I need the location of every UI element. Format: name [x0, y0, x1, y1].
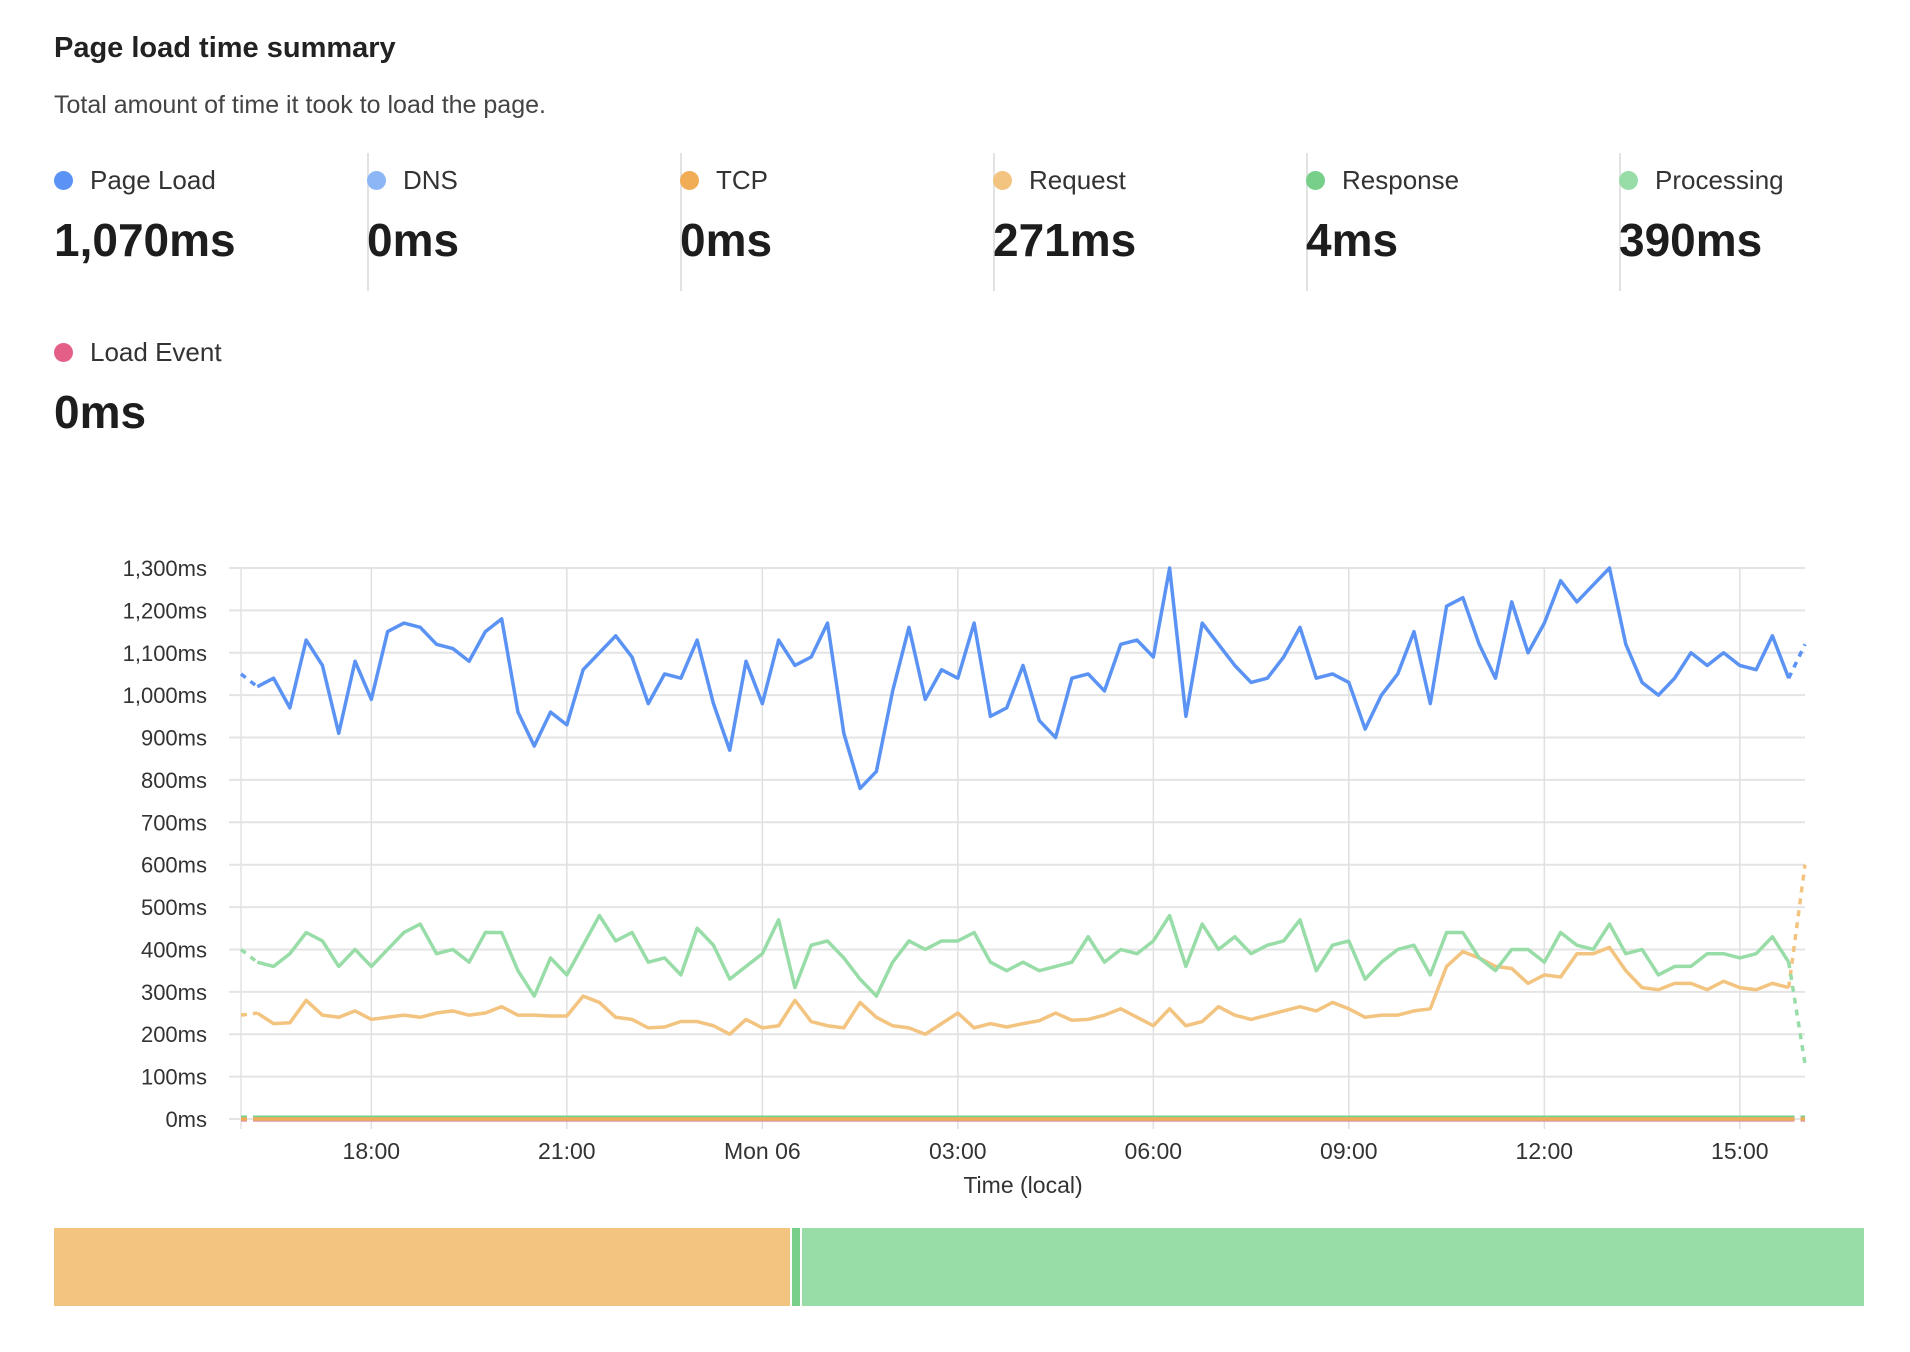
breakdown-segment-processing[interactable] — [802, 1228, 1864, 1306]
y-tick-label: 100ms — [141, 1065, 207, 1090]
y-tick-label: 600ms — [141, 853, 207, 878]
series-line-page-load — [256, 566, 1791, 791]
stat-label: Request — [993, 165, 1126, 196]
series-line-processing — [256, 913, 1791, 998]
x-axis-label: Time (local) — [963, 1172, 1082, 1198]
x-tick-label: 15:00 — [1711, 1138, 1769, 1164]
breakdown-segment-response[interactable] — [791, 1228, 801, 1306]
legend-dot-icon — [54, 343, 73, 362]
stat-label-text: DNS — [403, 165, 458, 195]
legend-dot-icon — [54, 171, 73, 190]
y-tick-label: 0ms — [165, 1107, 207, 1132]
x-tick-label: 09:00 — [1320, 1138, 1378, 1164]
stat-processing: Processing 390ms — [1619, 153, 1910, 291]
stat-label-text: Response — [1342, 165, 1460, 195]
stat-tcp: TCP 0ms — [680, 153, 995, 291]
legend-dot-icon — [1306, 171, 1325, 190]
stat-label: Page Load — [54, 165, 216, 196]
y-tick-label: 900ms — [141, 726, 207, 751]
x-tick-label: 21:00 — [538, 1138, 596, 1164]
stat-value: 0ms — [367, 214, 460, 266]
stat-label-text: Processing — [1655, 165, 1784, 195]
stat-load-event: Load Event 0ms — [54, 325, 367, 463]
stat-label: Load Event — [54, 337, 222, 368]
y-tick-label: 1,200ms — [123, 598, 207, 623]
y-tick-label: 1,300ms — [123, 556, 207, 581]
stat-label: Response — [1306, 165, 1459, 196]
page-subtitle: Total amount of time it took to load the… — [54, 91, 546, 119]
legend-dot-icon — [1619, 171, 1638, 190]
y-tick-label: 1,100ms — [123, 641, 207, 666]
y-tick-label: 800ms — [141, 768, 207, 793]
series-line-end-dashed — [1787, 643, 1807, 679]
series-line-end-dashed — [1786, 864, 1807, 988]
series-line-request — [256, 945, 1790, 1036]
stat-label-text: Request — [1029, 165, 1126, 195]
stat-value: 0ms — [680, 214, 773, 266]
y-tick-label: 300ms — [141, 980, 207, 1005]
stat-label-text: Load Event — [90, 337, 222, 367]
stat-value: 0ms — [54, 386, 147, 438]
legend-dot-icon — [367, 171, 386, 190]
stat-label: TCP — [680, 165, 768, 196]
stat-dns: DNS 0ms — [367, 153, 682, 291]
x-tick-label: 18:00 — [343, 1138, 401, 1164]
y-tick-label: 500ms — [141, 895, 207, 920]
series-line-start-dashed — [240, 1011, 258, 1017]
legend-dot-icon — [680, 171, 699, 190]
stat-request: Request 271ms — [993, 153, 1308, 291]
stat-page-load: Page Load 1,070ms — [54, 153, 369, 291]
x-tick-label: 03:00 — [929, 1138, 987, 1164]
x-tick-label: 06:00 — [1125, 1138, 1183, 1164]
stat-response: Response 4ms — [1306, 153, 1621, 291]
y-tick-label: 1,000ms — [123, 683, 207, 708]
series-line-start-dashed — [239, 672, 259, 689]
stat-label: Processing — [1619, 165, 1784, 196]
y-tick-label: 200ms — [141, 1022, 207, 1047]
stat-value: 1,070ms — [54, 214, 236, 266]
stat-value: 271ms — [993, 214, 1137, 266]
stat-label-text: Page Load — [90, 165, 216, 195]
y-tick-label: 400ms — [141, 937, 207, 962]
stat-label: DNS — [367, 165, 458, 196]
breakdown-segment-request[interactable] — [54, 1228, 790, 1306]
y-tick-label: 700ms — [141, 810, 207, 835]
series-line-end-dashed — [1786, 961, 1807, 1065]
series-line-start-dashed — [239, 948, 259, 964]
page-title: Page load time summary — [54, 32, 396, 64]
legend-dot-icon — [993, 171, 1012, 190]
stat-value: 4ms — [1306, 214, 1399, 266]
stat-label-text: TCP — [716, 165, 768, 195]
stat-value: 390ms — [1619, 214, 1763, 266]
x-tick-label: Mon 06 — [724, 1138, 801, 1164]
x-tick-label: 12:00 — [1516, 1138, 1574, 1164]
